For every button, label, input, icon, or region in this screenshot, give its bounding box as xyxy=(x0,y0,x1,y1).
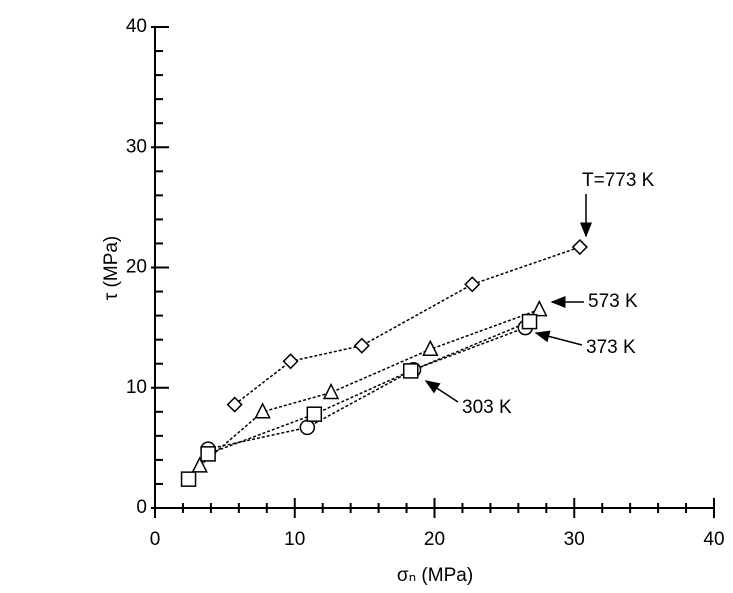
legend-label: T=773 K xyxy=(582,170,655,191)
y-tick-label: 0 xyxy=(136,497,147,518)
y-tick-label: 10 xyxy=(126,377,147,398)
x-axis-label: σₙ (MPa) xyxy=(397,565,473,586)
marker xyxy=(324,385,338,399)
legend-label: 573 K xyxy=(588,291,638,312)
marker xyxy=(284,354,298,368)
marker xyxy=(573,240,587,254)
legend-label: 303 K xyxy=(462,397,512,418)
x-tick-label: 30 xyxy=(564,529,585,550)
chart: σₙ (MPa) τ (MPa) 0 10 20 30 40 0 10 20 30 40 T=773… xyxy=(0,0,733,593)
marker xyxy=(307,407,321,421)
marker xyxy=(201,447,215,461)
marker xyxy=(300,420,314,434)
annotation-arrow xyxy=(426,381,458,402)
marker xyxy=(355,339,369,353)
marker xyxy=(404,364,418,378)
y-tick-label: 40 xyxy=(126,16,147,37)
y-tick-label: 20 xyxy=(126,257,147,278)
legend-label: 373 K xyxy=(586,337,636,358)
marker xyxy=(532,302,546,316)
x-tick-label: 0 xyxy=(150,529,161,550)
marker xyxy=(523,315,537,329)
marker xyxy=(465,277,479,291)
y-tick-label: 30 xyxy=(126,136,147,157)
series-line xyxy=(200,310,540,466)
x-tick-label: 10 xyxy=(284,529,305,550)
x-tick-label: 40 xyxy=(703,529,724,550)
x-tick-label: 20 xyxy=(424,529,445,550)
marker xyxy=(228,398,242,412)
y-axis-label: τ (MPa) xyxy=(101,236,122,301)
annotation-arrow xyxy=(536,333,582,345)
marker xyxy=(182,472,196,486)
